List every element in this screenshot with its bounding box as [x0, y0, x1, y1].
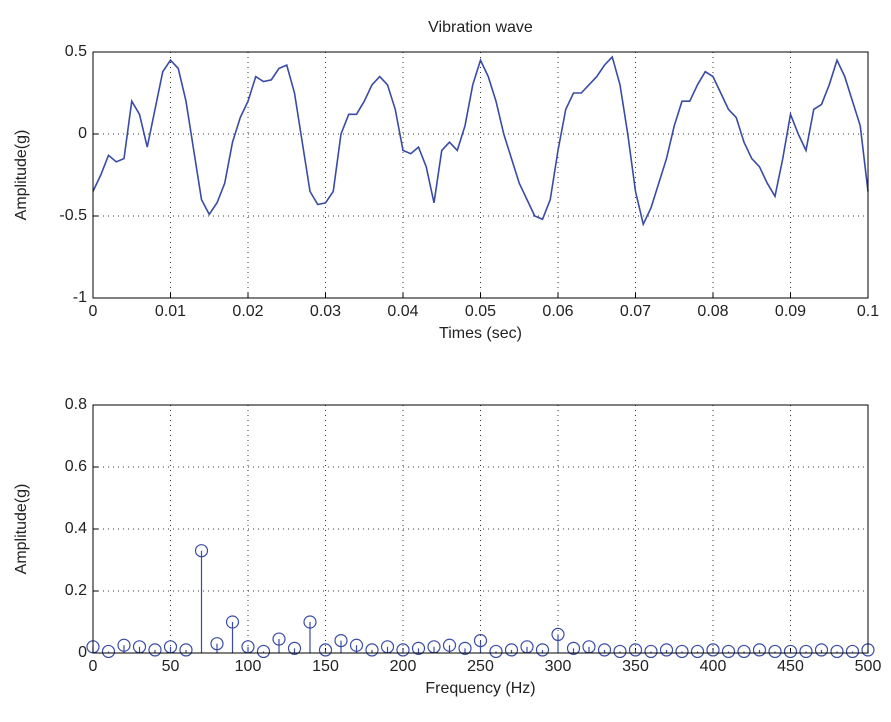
y-tick-label: -1	[73, 289, 87, 306]
x-tick-label: 0.04	[387, 303, 418, 320]
stem-marker	[830, 644, 844, 659]
x-tick-label: 0.07	[620, 303, 651, 320]
stem-marker	[783, 644, 798, 659]
y-axis-label: Amplitude(g)	[13, 130, 30, 221]
stem-marker	[272, 632, 286, 646]
y-tick-label: -0.5	[59, 207, 87, 224]
stem-marker	[737, 644, 751, 659]
stem-marker	[225, 615, 240, 629]
stem-marker	[287, 641, 302, 655]
x-tick-label: 0.05	[465, 303, 496, 320]
stem-marker	[551, 627, 565, 642]
x-tick-label: 0.1	[857, 303, 879, 320]
stem-marker	[628, 643, 643, 657]
stem-marker	[334, 633, 348, 648]
stem-marker	[458, 641, 472, 655]
stem-marker	[504, 643, 519, 657]
stem-marker	[179, 643, 193, 657]
stem-marker	[365, 643, 379, 657]
x-tick-label: 50	[162, 658, 180, 675]
stem-marker	[256, 644, 271, 659]
stem-marker	[473, 633, 488, 648]
x-tick-label: 0.09	[775, 303, 806, 320]
stem-marker	[148, 643, 162, 657]
stem-marker	[489, 644, 503, 659]
y-axis-label: Amplitude(g)	[13, 484, 30, 575]
stem-marker	[101, 644, 116, 659]
x-tick-label: 0	[89, 303, 98, 320]
stem-marker	[597, 643, 612, 657]
y-tick-label: 0	[78, 125, 87, 142]
stem-marker	[303, 615, 317, 629]
y-tick-label: 0.2	[65, 582, 87, 599]
stem-marker	[210, 637, 224, 651]
stem-marker	[566, 641, 581, 655]
stem-marker	[752, 643, 767, 657]
x-tick-label: 0.08	[697, 303, 728, 320]
x-tick-label: 250	[467, 658, 494, 675]
stem-marker	[814, 643, 829, 657]
stem-marker	[442, 638, 457, 652]
stem-marker	[706, 643, 720, 657]
plot-area	[92, 51, 869, 299]
stem-marker	[675, 644, 689, 659]
stem-marker	[659, 643, 674, 657]
x-tick-label: 150	[312, 658, 339, 675]
chart-title: Vibration wave	[428, 19, 533, 36]
plot-frame	[92, 51, 869, 299]
stem-marker	[768, 644, 782, 659]
x-tick-label: 0.02	[232, 303, 263, 320]
plot-frame	[92, 404, 869, 654]
stem-marker	[845, 644, 860, 659]
stem-marker	[318, 643, 333, 657]
stem-marker	[644, 644, 658, 659]
x-tick-label: 0.06	[542, 303, 573, 320]
stem-marker	[396, 643, 410, 657]
x-axis-label: Frequency (Hz)	[425, 680, 535, 697]
x-tick-label: 400	[700, 658, 727, 675]
stem-marker	[349, 638, 364, 652]
stem-marker	[799, 644, 813, 659]
x-tick-label: 450	[777, 658, 804, 675]
x-tick-label: 300	[545, 658, 572, 675]
x-tick-label: 100	[235, 658, 262, 675]
y-tick-label: 0.6	[65, 458, 87, 475]
x-tick-label: 0	[89, 658, 98, 675]
x-tick-label: 350	[622, 658, 649, 675]
x-tick-label: 0.01	[155, 303, 186, 320]
stem-marker	[613, 644, 627, 659]
wave-line	[92, 55, 869, 227]
stem-marker	[194, 544, 209, 558]
stem-marker	[535, 643, 550, 657]
y-tick-label: 0.4	[65, 520, 87, 537]
x-tick-label: 500	[855, 658, 882, 675]
y-tick-label: 0.8	[65, 396, 87, 413]
y-tick-label: 0.5	[65, 43, 87, 60]
y-tick-label: 0	[78, 644, 87, 661]
x-axis-label: Times (sec)	[439, 325, 522, 342]
stem-marker	[690, 644, 705, 659]
stem-marker	[411, 641, 426, 655]
x-tick-label: 0.03	[310, 303, 341, 320]
stem-marker	[721, 644, 736, 659]
x-tick-label: 200	[390, 658, 417, 675]
stem-marker	[117, 638, 131, 652]
